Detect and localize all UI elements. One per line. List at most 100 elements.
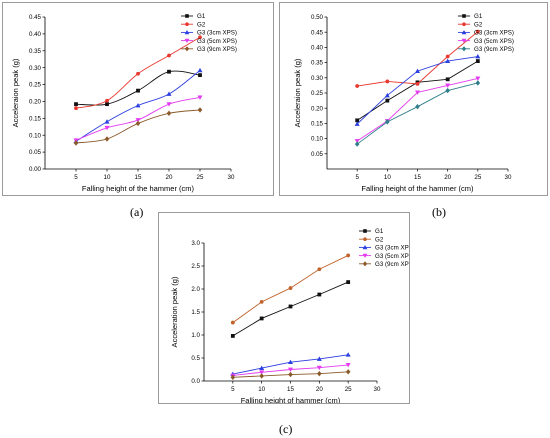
y-tick-label: 0.35	[311, 60, 324, 67]
y-tick-label: 1.0	[191, 332, 200, 339]
data-point	[230, 334, 235, 338]
data-point	[345, 369, 351, 375]
series-line	[232, 281, 349, 337]
legend-marker	[363, 237, 367, 241]
legend-label: G3 (5cm XPS)	[197, 38, 237, 45]
data-point	[445, 87, 450, 94]
y-tick-label: 0.45	[29, 14, 42, 21]
data-point	[317, 370, 322, 377]
legend-label: G3 (3cm XPS)	[197, 30, 237, 37]
series-line	[75, 109, 201, 144]
y-tick-label: 0.10	[29, 132, 42, 139]
data-point	[288, 304, 293, 309]
data-point	[230, 320, 235, 325]
legend-marker	[362, 245, 368, 250]
data-point	[166, 110, 172, 116]
data-point	[136, 71, 140, 76]
data-point	[259, 370, 265, 375]
x-tick-label: 10	[384, 174, 391, 181]
chart-panel-a: 5 10 15 20 25 30 0.00 0.05 0.10 0.15 0.20 0.25 0.30 0…	[2, 2, 274, 196]
y-tick-label: 2.0	[191, 286, 200, 293]
data-point	[355, 118, 360, 123]
x-tick-label: 20	[316, 386, 323, 393]
x-tick-label: 5	[355, 174, 359, 181]
data-point	[415, 68, 420, 74]
y-tick-label: 0.30	[29, 65, 42, 72]
chart-a: 5 10 15 20 25 30 0.00 0.05 0.10 0.15 0.20 0.25 0.30 0…	[11, 13, 237, 193]
data-point	[104, 119, 110, 124]
y-tick-label: 2.5	[191, 263, 200, 270]
data-point	[354, 139, 360, 144]
data-point	[198, 73, 202, 77]
y-tick-label: 0.20	[311, 105, 324, 112]
data-point	[354, 121, 360, 126]
y-tick-label: 0.05	[311, 151, 324, 158]
chart-panel-c: 5 10 15 20 25 30 0.0 0.5 1.0 1.5 2.0 2.5 3.0 Falling …	[158, 212, 415, 405]
x-tick-label: 15	[287, 386, 294, 393]
data-point	[355, 84, 360, 88]
data-point	[415, 90, 420, 95]
data-point	[197, 107, 203, 113]
x-tick-label: 10	[258, 386, 265, 393]
legend-label: G3 (5cm XPS)	[375, 253, 409, 260]
data-point	[197, 67, 203, 73]
data-point	[445, 54, 450, 59]
legend-label: G3 (3cm XPS)	[474, 30, 514, 37]
legend-label: G3 (9cm XPS)	[375, 261, 409, 268]
data-point	[346, 253, 351, 258]
x-tick-label: 25	[345, 386, 352, 393]
caption-a: (a)	[130, 205, 144, 219]
legend-marker	[184, 46, 190, 52]
data-point	[316, 365, 322, 371]
legend-label: G1	[197, 13, 206, 20]
data-point	[475, 29, 480, 34]
x-tick-label: 20	[166, 174, 173, 181]
data-point	[259, 299, 264, 304]
data-point	[166, 102, 172, 107]
legend-marker	[362, 261, 368, 267]
data-point	[288, 286, 293, 290]
y-tick-label: 0.25	[311, 90, 324, 97]
data-point	[74, 106, 78, 111]
y-tick-label: 0.40	[29, 31, 42, 38]
data-point	[259, 316, 264, 321]
chart-c: 5 10 15 20 25 30 0.0 0.5 1.0 1.5 2.0 2.5 3.0 Falling …	[170, 228, 415, 405]
data-point	[259, 365, 265, 371]
y-tick-label: 1.5	[191, 309, 200, 316]
y-tick-label: 0.40	[311, 45, 324, 52]
x-tick-label: 15	[414, 174, 421, 181]
legend-marker	[363, 229, 367, 233]
legend-marker	[462, 14, 466, 18]
data-point	[317, 267, 322, 272]
legend-marker	[362, 253, 368, 258]
x-tick-label: 25	[474, 174, 481, 181]
data-point	[135, 118, 141, 123]
y-tick-label: 0.10	[311, 136, 324, 143]
data-point	[346, 280, 351, 284]
data-point	[475, 80, 481, 86]
y-tick-label: 0.05	[29, 149, 42, 156]
y-tick-label: 0.00	[29, 166, 42, 173]
data-point	[288, 367, 293, 372]
data-point	[385, 79, 390, 84]
y-tick-label: 0.50	[311, 14, 324, 21]
chart-b: 5 10 15 20 25 30 0.05 0.10 0.15 0.20 0.25 0.30 0.35 0…	[293, 13, 514, 193]
data-point	[445, 83, 451, 88]
data-point	[317, 292, 322, 297]
legend-label: G3 (9cm XPS)	[474, 46, 514, 53]
data-point	[354, 141, 360, 147]
legend-label: G1	[474, 13, 483, 20]
legend-marker	[461, 30, 467, 35]
chart-panel-b: 5 10 15 20 25 30 0.05 0.10 0.15 0.20 0.25 0.30 0.35 0…	[279, 2, 548, 196]
x-tick-label: 30	[228, 174, 235, 181]
data-point	[167, 53, 171, 58]
caption-c: (c)	[279, 422, 293, 436]
data-point	[475, 76, 481, 81]
data-point	[445, 58, 451, 63]
legend-label: G2	[474, 21, 483, 28]
data-point	[345, 363, 351, 368]
data-point	[198, 35, 202, 40]
